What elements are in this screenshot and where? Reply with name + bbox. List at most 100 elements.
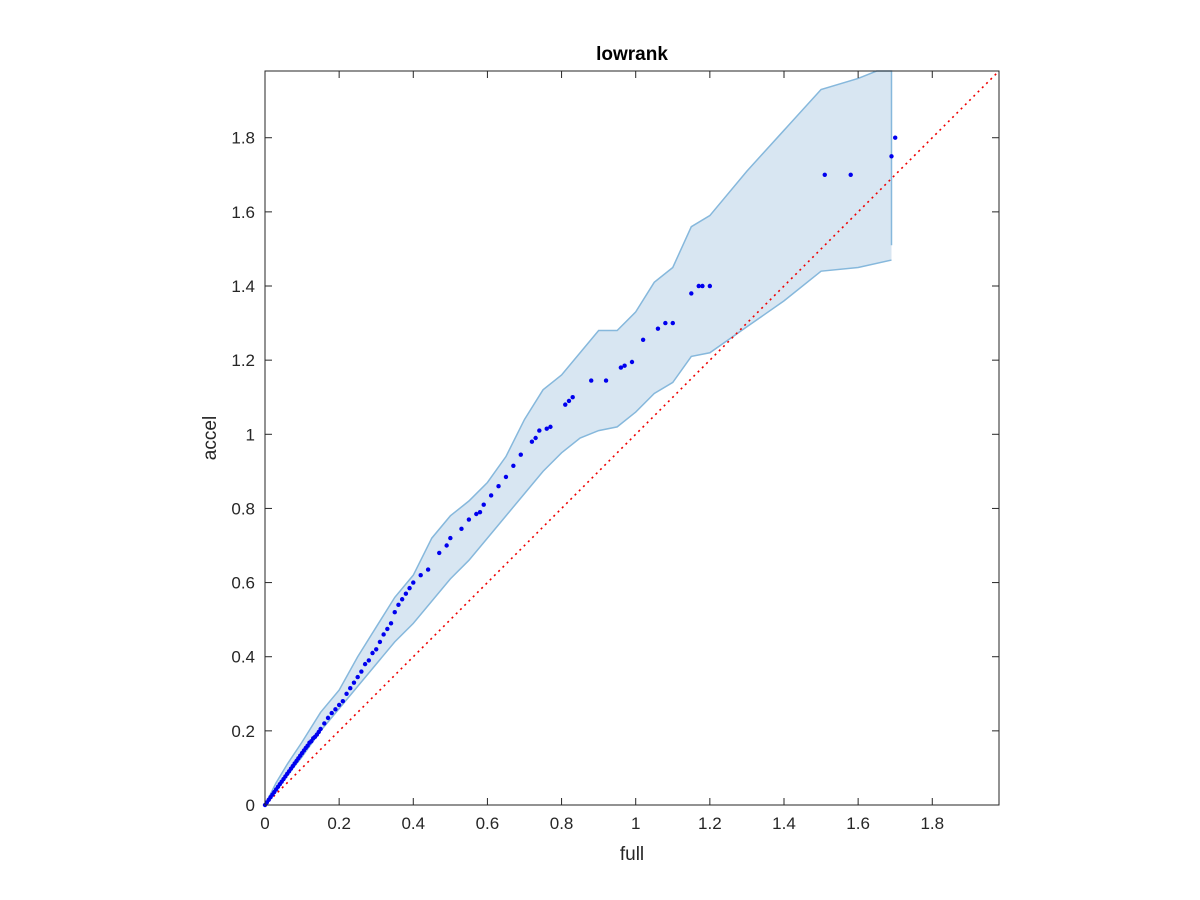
y-axis-label: accel [200,416,221,460]
data-point [548,424,553,430]
data-point [663,320,668,326]
data-point [396,602,401,608]
data-point [629,359,635,365]
data-points-layer [262,135,898,808]
data-point [893,135,898,140]
data-point [425,567,431,572]
data-point [537,428,542,433]
data-point [466,517,472,522]
data-point [355,674,360,680]
reference-line-layer [264,70,1000,806]
data-point [889,154,894,159]
data-point [533,435,538,441]
data-point [418,572,423,578]
data-point [381,632,386,637]
data-point [362,661,368,667]
y-tick-label: 1.6 [231,203,255,222]
confidence-band-layer [264,70,893,806]
reference-line [264,70,1000,806]
data-point [848,172,853,177]
y-tick-label: 0.8 [231,499,255,518]
data-point [407,585,412,591]
x-axis-label: full [620,844,644,865]
data-point [474,511,479,517]
data-point [496,483,501,489]
data-point [329,710,334,716]
x-tick-label: 1 [631,814,640,833]
data-point [366,658,371,663]
y-tick-label: 1.4 [231,277,255,296]
data-point [622,363,627,368]
data-point [448,535,453,541]
chart-title: lowrank [596,44,668,65]
y-tick-label: 1 [246,425,255,444]
data-point [518,452,523,457]
data-point [477,509,483,515]
data-point [392,610,397,615]
data-point [696,283,701,289]
data-point [603,378,609,383]
data-point [481,502,486,507]
x-tick-label: 1.8 [920,814,944,833]
data-point [529,439,535,444]
data-point [370,650,375,656]
x-tick-label: 1.4 [772,814,796,833]
y-tick-label: 1.8 [231,129,255,148]
data-point [388,621,394,626]
data-point [336,702,342,708]
y-tick-labels: 0 0.2 0.4 0.6 0.8 1 1.2 1.4 1.6 1.8 [231,129,255,815]
data-point [325,715,331,721]
data-point [670,320,675,326]
y-tick-label: 0.2 [231,722,255,741]
axes-layer [264,70,1000,806]
data-point [544,426,549,431]
x-tick-label: 1.2 [698,814,722,833]
data-point [503,474,509,480]
data-point [822,172,827,177]
data-point [700,283,705,289]
data-point [322,721,327,726]
data-point [488,493,494,498]
data-point [351,680,357,685]
data-point [459,526,464,532]
data-point [318,726,323,732]
x-tick-label: 0.4 [401,814,425,833]
x-tick-label: 0.2 [327,814,351,833]
data-point [385,626,390,632]
data-point [570,395,575,400]
data-point [344,691,349,696]
y-tick-label: 0.4 [231,648,255,667]
data-point [618,365,624,370]
y-tick-label: 1.2 [231,351,255,370]
data-point [377,639,383,645]
data-point [563,402,568,407]
y-tick-label: 0 [246,796,255,815]
data-point [640,337,646,342]
x-tick-label: 0.8 [550,814,574,833]
data-point [511,463,516,469]
data-point [437,550,442,556]
data-point [399,597,405,602]
y-tick-label: 0.6 [231,574,255,593]
data-point [403,591,409,596]
data-point [689,291,694,296]
data-point [348,686,353,691]
x-tick-labels: 0 0.2 0.4 0.6 0.8 1 1.2 1.4 1.6 1.8 [260,814,944,833]
data-point [333,707,338,712]
band-area [265,71,892,805]
data-point [566,398,572,404]
band-upper-edge [264,70,893,806]
data-point [411,580,416,585]
x-tick-label: 0.6 [476,814,500,833]
x-tick-label: 1.6 [846,814,870,833]
x-tick-label: 0 [260,814,269,833]
band-lower-edge [264,259,892,806]
data-point [359,669,364,674]
data-point [444,543,449,548]
data-point [589,378,594,383]
data-point [655,326,661,331]
plot-box [264,70,1000,806]
data-point [374,647,379,652]
